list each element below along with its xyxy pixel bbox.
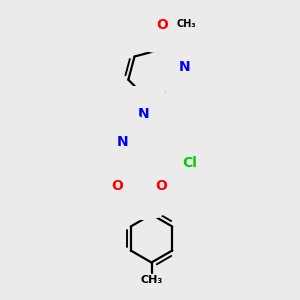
Text: O: O xyxy=(156,18,168,32)
Text: Cl: Cl xyxy=(182,156,197,170)
Text: N: N xyxy=(116,135,128,148)
Text: O: O xyxy=(156,179,168,193)
Text: N: N xyxy=(179,60,190,74)
Text: S: S xyxy=(134,177,146,195)
Text: CH₃: CH₃ xyxy=(177,20,197,29)
Text: N: N xyxy=(138,107,150,121)
Text: O: O xyxy=(111,179,123,193)
Text: S: S xyxy=(175,135,185,148)
Text: CH₃: CH₃ xyxy=(140,275,163,285)
Text: H: H xyxy=(131,107,143,121)
